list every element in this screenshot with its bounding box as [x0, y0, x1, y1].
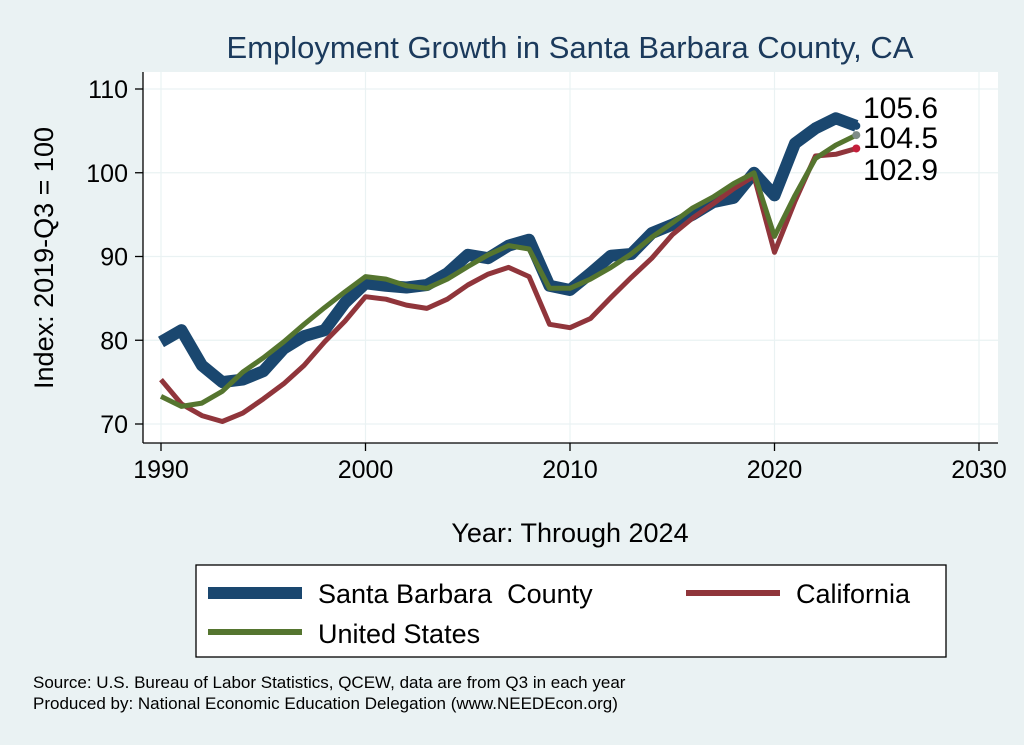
end-marker: [852, 131, 861, 140]
end-label-united-states: 104.5: [863, 122, 938, 155]
x-tick-label: 2030: [951, 456, 1007, 484]
legend-label-santa-barbara: Santa Barbara County: [318, 579, 593, 609]
y-tick-label: 70: [100, 411, 128, 439]
x-tick-label: 1990: [133, 456, 189, 484]
series-line-california: [159, 146, 857, 424]
series-lines: [158, 112, 859, 424]
source-line: Source: U.S. Bureau of Labor Statistics,…: [33, 673, 626, 692]
producer-line: Produced by: National Economic Education…: [33, 694, 618, 713]
y-tick-label: 100: [86, 160, 128, 188]
y-tick-label: 80: [100, 327, 128, 355]
chart-title: Employment Growth in Santa Barbara Count…: [227, 30, 914, 65]
legend-box: [195, 564, 947, 658]
x-tick-label: 2010: [542, 456, 598, 484]
gridlines: [143, 72, 998, 443]
y-tick-label: 90: [100, 244, 128, 272]
y-ticks: 70 80 90 100 110: [86, 76, 143, 439]
x-axis-label: Year: Through 2024: [451, 518, 688, 548]
end-label-california: 102.9: [863, 154, 938, 187]
x-tick-label: 2000: [338, 456, 394, 484]
y-axis-label: Index: 2019-Q3 = 100: [29, 127, 59, 389]
y-tick-label: 110: [88, 76, 128, 104]
legend-label-united-states: United States: [318, 619, 480, 649]
series-line-united-states: [159, 132, 858, 409]
end-marker: [852, 121, 861, 130]
end-marker: [852, 144, 861, 153]
end-label-santa-barbara: 105.6: [863, 92, 938, 125]
legend-label-california: California: [796, 579, 911, 609]
x-ticks: 1990 2000 2010 2020 2030: [133, 443, 1007, 484]
x-tick-label: 2020: [747, 456, 803, 484]
legend: Santa Barbara County California United S…: [195, 564, 947, 658]
